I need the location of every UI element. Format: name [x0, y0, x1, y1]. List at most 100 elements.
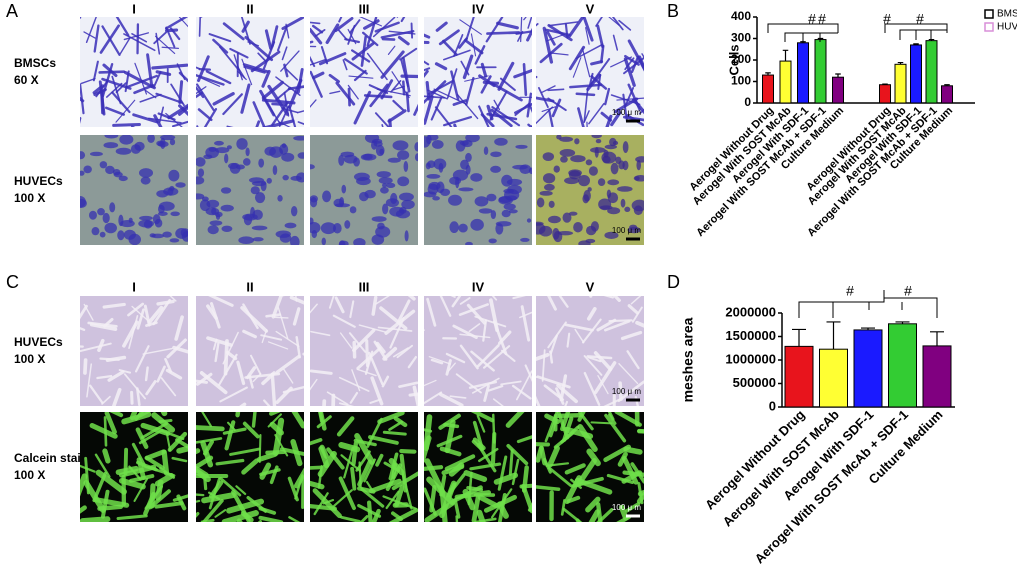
texture: [397, 176, 409, 186]
texture: [401, 451, 414, 452]
texture: [388, 158, 401, 163]
row-label: BMSCs: [14, 56, 56, 70]
texture: [549, 201, 555, 208]
texture: [89, 211, 97, 220]
texture: [310, 195, 318, 202]
texture: [109, 202, 115, 212]
column-header: I: [132, 279, 136, 294]
row-label: 100 X: [14, 352, 45, 366]
texture: [470, 219, 484, 231]
texture: [626, 449, 640, 452]
texture: [322, 191, 331, 203]
texture: [632, 200, 648, 212]
texture: [132, 126, 150, 135]
texture: [380, 187, 389, 194]
texture: [170, 212, 179, 217]
texture: [393, 465, 395, 477]
texture: [484, 146, 488, 155]
texture: [537, 198, 545, 208]
row-label: 100 X: [14, 468, 45, 482]
texture: [227, 145, 232, 149]
texture: [168, 170, 179, 182]
texture: [153, 214, 161, 224]
texture: [276, 230, 291, 237]
error-bar: [930, 332, 944, 346]
texture: [578, 175, 590, 186]
texture: [501, 175, 512, 187]
texture: [322, 238, 326, 246]
texture: [403, 82, 404, 94]
row-label: 100 X: [14, 191, 45, 205]
bar: [798, 43, 809, 103]
row-label: 60 X: [14, 73, 39, 87]
row-label: HUVECs: [14, 174, 63, 188]
texture: [510, 451, 512, 475]
bar: [815, 40, 826, 103]
texture: [578, 520, 592, 538]
texture: [156, 190, 168, 197]
texture: [589, 166, 598, 175]
texture: [639, 431, 666, 432]
texture: [636, 160, 641, 170]
texture: [560, 149, 576, 157]
texture: [146, 368, 148, 380]
texture: [104, 133, 118, 139]
texture: [426, 174, 440, 179]
texture: [159, 202, 175, 211]
texture: [280, 294, 291, 296]
texture: [200, 7, 201, 36]
texture: [524, 468, 526, 491]
texture: [442, 492, 445, 523]
texture: [569, 212, 578, 216]
column-header: II: [246, 279, 253, 294]
texture: [490, 166, 501, 173]
texture: [117, 230, 124, 240]
texture: [625, 473, 650, 476]
texture: [221, 205, 234, 212]
texture: [405, 230, 409, 241]
texture: [556, 415, 580, 416]
texture: [602, 156, 610, 164]
texture: [119, 134, 133, 144]
texture: [359, 192, 369, 201]
texture: [512, 165, 528, 170]
texture: [354, 173, 370, 181]
texture: [282, 175, 288, 180]
texture: [504, 203, 516, 210]
texture: [465, 153, 472, 162]
scale-label: 100 μ m: [612, 108, 641, 117]
texture: [195, 157, 206, 167]
texture: [524, 64, 526, 94]
texture: [203, 154, 212, 159]
texture: [170, 238, 180, 242]
texture: [344, 220, 350, 229]
texture: [399, 207, 406, 214]
significance-bracket: [799, 298, 937, 318]
legend-swatch: [985, 23, 993, 31]
bar: [763, 75, 774, 103]
texture: [100, 72, 124, 73]
texture: [607, 179, 619, 185]
texture: [506, 196, 517, 201]
texture: [60, 84, 83, 101]
texture: [290, 236, 300, 248]
texture: [277, 195, 282, 202]
annotation: #: [904, 283, 912, 299]
panel-label: D: [667, 272, 680, 292]
texture: [468, 488, 481, 490]
texture: [175, 182, 185, 188]
texture: [210, 220, 223, 225]
texture: [104, 223, 117, 233]
texture: [540, 191, 553, 196]
micrograph: [74, 133, 191, 246]
texture: [139, 168, 153, 178]
texture: [574, 138, 579, 144]
texture: [188, 427, 222, 429]
column-header: I: [132, 1, 136, 16]
scale-label: 100 μ m: [612, 226, 641, 235]
texture: [224, 154, 228, 164]
texture: [83, 166, 91, 174]
texture: [214, 141, 224, 146]
texture: [475, 196, 489, 206]
texture: [448, 195, 462, 206]
